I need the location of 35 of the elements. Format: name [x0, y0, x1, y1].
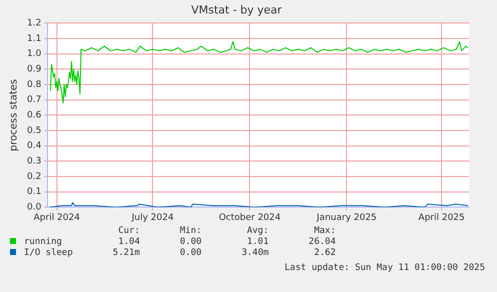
text: 5.21m [112, 248, 140, 259]
legend-label: I/O sleep [23, 248, 73, 259]
legend-label: running [23, 237, 63, 248]
text: Avg: [246, 226, 269, 237]
y-tick-label: 0.9 [26, 64, 42, 75]
y-tick-label: 0.0 [26, 202, 42, 213]
text: Max: [313, 226, 336, 237]
text: 1.04 [117, 237, 140, 248]
text: 0.00 [178, 237, 202, 248]
y-axis-title: process states [8, 79, 20, 152]
y-tick-label: 0.7 [26, 95, 42, 106]
y-tick-label: 0.4 [26, 141, 42, 152]
x-tick-label: July 2024 [130, 212, 174, 223]
chart-title: VMstat - by year [191, 3, 282, 16]
y-tick-label: 1.2 [26, 18, 42, 29]
y-tick-label: 0.8 [26, 80, 42, 90]
y-tick-label: 1.0 [26, 49, 42, 60]
y-tick-label: 0.2 [26, 172, 42, 182]
text: Min: [178, 226, 202, 237]
text: 3.40m [240, 248, 269, 259]
x-tick-label: October 2024 [218, 212, 281, 223]
y-tick-label: 1.1 [26, 34, 42, 44]
y-tick-label: 0.1 [26, 187, 42, 198]
x-tick-label: April 2025 [418, 212, 465, 223]
y-tick-label: 0.6 [26, 110, 42, 121]
text: 26.04 [308, 237, 336, 248]
y-tick-label: 0.3 [26, 156, 42, 167]
y-tick-label: 0.5 [26, 126, 42, 136]
x-tick-label: April 2024 [34, 212, 80, 223]
text: Last update: Sun May 11 01:00:00 2025 [284, 263, 485, 273]
x-tick-label: January 2025 [316, 212, 377, 223]
text: 2.62 [313, 248, 336, 259]
text: 0.00 [178, 248, 202, 259]
text: Cur: [117, 226, 140, 237]
text: 1.01 [246, 237, 269, 248]
